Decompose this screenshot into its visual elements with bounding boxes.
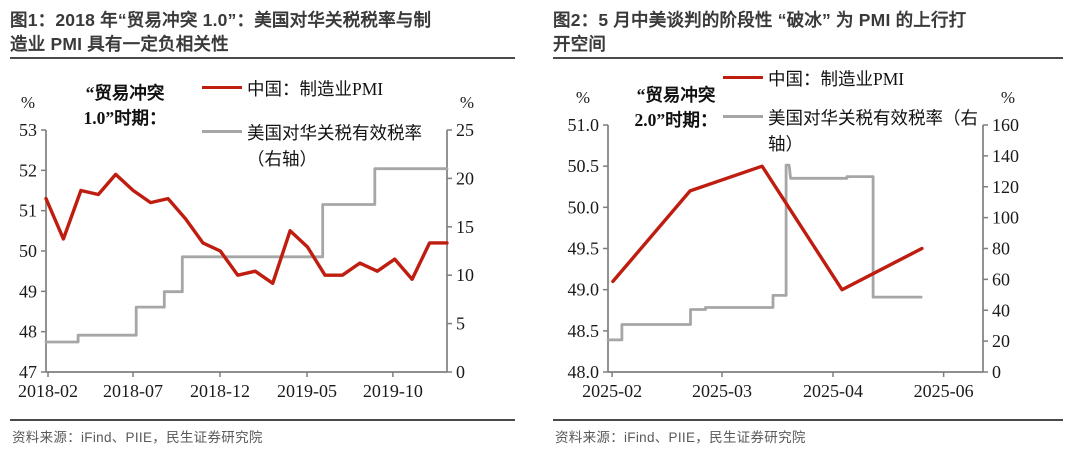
legend-tariff-line-1: 美国对华关税有效税率	[247, 123, 422, 143]
annotation-line-2: 2.0”时期：	[634, 110, 718, 130]
y-right-tick-label: 40	[992, 300, 1010, 320]
figure-1-title: 图1：2018 年“贸易冲突 1.0”：美国对华关税税率与制 造业 PMI 具有…	[10, 9, 518, 56]
left-axis-unit-label: %	[576, 88, 590, 107]
figure-1-source-note: 资料来源：iFind、PIIE，民生证券研究院	[12, 430, 263, 445]
pmi-line-swatch	[202, 86, 242, 90]
x-tick-label: 2025-04	[803, 381, 863, 401]
y-right-tick-label: 15	[456, 217, 474, 237]
y-left-tick-label: 47	[19, 362, 37, 382]
y-right-tick-label: 0	[992, 362, 1001, 382]
y-right-tick-label: 100	[992, 208, 1019, 228]
y-left-tick-label: 50.0	[568, 197, 600, 217]
x-tick-label: 2018-07	[103, 381, 163, 401]
x-tick-label: 2025-02	[582, 381, 642, 401]
figure-2: 图2：5 月中美谈判的阶段性 “破冰” 为 PMI 的上行打 开空间 51.0 5…	[540, 0, 1080, 453]
pmi-line-swatch	[723, 76, 763, 80]
legend-tariff-line-2: 轴）	[768, 134, 803, 154]
figure-1-title-line-2: 造业 PMI 具有一定负相关性	[10, 33, 229, 54]
y-right-tick-label: 5	[456, 314, 465, 334]
figure-1-title-underline	[10, 57, 515, 60]
figure-2-source-note: 资料来源：iFind、PIIE，民生证券研究院	[555, 430, 806, 445]
x-tick-label: 2018-12	[190, 381, 250, 401]
y-left-tick-label: 49.5	[568, 239, 600, 259]
left-axis-unit-label: %	[21, 93, 35, 112]
legend-tariff-line-2: （右轴）	[247, 149, 317, 169]
figure-2-title-underline	[553, 57, 1063, 60]
x-tick-label: 2018-02	[18, 381, 78, 401]
legend-item-pmi: 中国：制造业PMI	[247, 79, 384, 99]
y-right-tick-label: 20	[456, 168, 474, 188]
tariff-line-swatch	[202, 130, 242, 134]
y-right-tick-label: 140	[992, 146, 1019, 166]
y-left-tick-label: 50	[19, 241, 37, 261]
tariff-rate-line	[44, 167, 449, 344]
y-left-tick-label: 53	[19, 120, 37, 140]
y-right-tick-label: 25	[456, 120, 474, 140]
figure-1: 图1：2018 年“贸易冲突 1.0”：美国对华关税税率与制 造业 PMI 具有…	[10, 9, 518, 445]
x-tick-label: 2025-03	[692, 381, 752, 401]
y-right-tick-label: 60	[992, 269, 1010, 289]
pmi-line	[611, 164, 924, 292]
right-axis-unit-label: %	[1001, 88, 1015, 107]
figure-2-chart-svg: 51.0 50.5 50.0 49.5 49.0 48.5 48.0 160 140 120 100…	[568, 88, 1020, 401]
figure-2-title-line-2: 开空间	[553, 33, 607, 54]
tariff-line-swatch	[723, 115, 763, 119]
y-right-tick-label: 10	[456, 265, 474, 285]
figure-1-period-annotation: “贸易冲突 1.0”时期：	[55, 81, 195, 131]
right-axis-unit-label: %	[460, 93, 474, 112]
legend-item-tariff: 美国对华关税有效税率（右 轴）	[768, 105, 1018, 157]
annotation-line-2: 1.0”时期：	[83, 108, 167, 128]
figure-2-period-annotation: “贸易冲突 2.0”时期：	[606, 83, 746, 133]
y-right-tick-label: 20	[992, 331, 1010, 351]
y-left-tick-label: 48.0	[568, 362, 600, 382]
figure-1-source-divider	[10, 419, 515, 422]
figure-1-title-line-1: 图1：2018 年“贸易冲突 1.0”：美国对华关税税率与制	[10, 10, 432, 30]
y-right-tick-label: 80	[992, 239, 1010, 259]
y-right-tick-label: 0	[456, 362, 465, 382]
y-left-tick-label: 48.5	[568, 321, 600, 341]
annotation-line-1: “贸易冲突	[636, 85, 716, 105]
y-left-tick-label: 51.0	[568, 115, 600, 135]
y-left-tick-label: 48	[19, 322, 37, 342]
annotation-line-1: “贸易冲突	[85, 83, 165, 103]
y-right-tick-label: 120	[992, 177, 1019, 197]
legend-tariff-line-1: 美国对华关税有效税率（右	[768, 108, 978, 128]
y-left-tick-label: 49.0	[568, 280, 600, 300]
y-left-tick-label: 50.5	[568, 156, 600, 176]
figure-2-title-line-1: 图2：5 月中美谈判的阶段性 “破冰” 为 PMI 的上行打	[553, 10, 967, 30]
legend-item-pmi: 中国：制造业PMI	[768, 69, 905, 89]
x-tick-label: 2019-05	[277, 381, 337, 401]
y-left-tick-label: 51	[19, 201, 37, 221]
legend-item-tariff: 美国对华关税有效税率 （右轴）	[247, 120, 467, 172]
tariff-rate-line	[606, 163, 923, 342]
y-right-tick-label: 160	[992, 115, 1019, 135]
y-left-tick-label: 52	[19, 160, 37, 180]
x-tick-label: 2025-06	[914, 381, 974, 401]
y-left-tick-label: 49	[19, 281, 37, 301]
pmi-line	[44, 172, 449, 286]
figure-2-source-divider	[553, 419, 1063, 422]
x-tick-label: 2019-10	[363, 381, 423, 401]
figure-2-title: 图2：5 月中美谈判的阶段性 “破冰” 为 PMI 的上行打 开空间	[553, 9, 1065, 56]
